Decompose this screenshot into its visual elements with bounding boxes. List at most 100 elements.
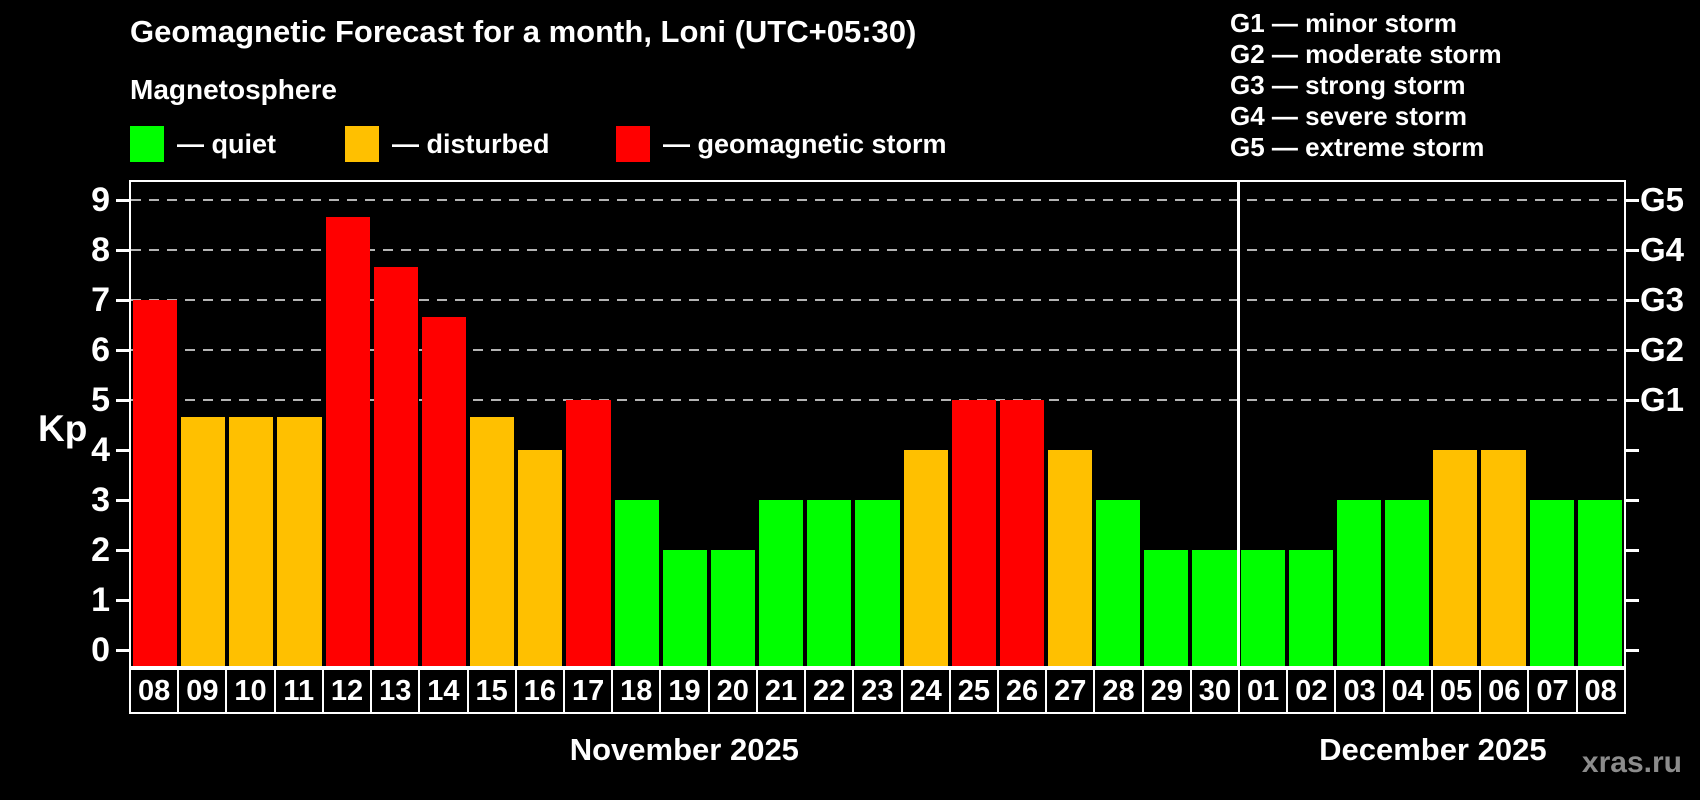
disturbed-color-swatch-icon bbox=[345, 126, 379, 162]
day-label: 03 bbox=[1334, 668, 1385, 714]
right-axis-label-g5: G5 bbox=[1640, 181, 1685, 218]
y-axis-tick-label: 3 bbox=[91, 481, 110, 519]
kp-bar-day-21 bbox=[759, 500, 804, 666]
kp-bar-day-19 bbox=[662, 550, 707, 666]
bar-slot bbox=[1046, 182, 1094, 666]
day-label: 04 bbox=[1382, 668, 1433, 714]
g-scale-legend: G1 — minor storm G2 — moderate storm G3 — … bbox=[1230, 8, 1502, 163]
bar-slot bbox=[950, 182, 998, 666]
day-label: 28 bbox=[1093, 668, 1144, 714]
bar-slot bbox=[613, 182, 661, 666]
right-axis-label-g3: G3 bbox=[1640, 281, 1685, 318]
gridline-kp-8 bbox=[131, 249, 1624, 251]
month-label: December 2025 bbox=[1319, 732, 1547, 767]
day-label: 21 bbox=[755, 668, 807, 714]
day-label: 18 bbox=[611, 668, 662, 714]
legend-label-disturbed: — disturbed bbox=[392, 128, 550, 159]
day-label: 27 bbox=[1045, 668, 1096, 714]
right-axis-tick bbox=[1626, 198, 1639, 202]
gridline-kp-7 bbox=[131, 299, 1624, 301]
bar-slot bbox=[1383, 182, 1431, 666]
right-axis-label-g1: G1 bbox=[1640, 381, 1685, 418]
left-axis-tick bbox=[116, 598, 129, 602]
day-label: 11 bbox=[273, 668, 324, 714]
y-axis-tick-label: 2 bbox=[91, 531, 110, 569]
left-axis-tick bbox=[116, 648, 129, 652]
bar-slot bbox=[1142, 182, 1190, 666]
bar-slot bbox=[1479, 182, 1527, 666]
kp-bar-day-30 bbox=[1192, 550, 1237, 666]
bar-slot bbox=[275, 182, 323, 666]
day-label: 17 bbox=[562, 668, 614, 714]
quiet-color-swatch-icon bbox=[130, 126, 164, 162]
day-label: 25 bbox=[948, 668, 999, 714]
bar-slot bbox=[1576, 182, 1624, 666]
g-legend-row-4: G4 — severe storm bbox=[1230, 101, 1468, 131]
day-label: 20 bbox=[707, 668, 758, 714]
y-axis-tick-label: 1 bbox=[91, 581, 110, 619]
day-label: 06 bbox=[1479, 668, 1530, 714]
kp-bar-day-20 bbox=[710, 550, 756, 666]
day-label: 15 bbox=[466, 668, 517, 714]
legend-item-quiet: — quiet bbox=[130, 124, 276, 164]
kp-bar-day-07 bbox=[1529, 500, 1574, 666]
kp-bar-day-01 bbox=[1240, 550, 1285, 666]
kp-bar-day-22 bbox=[807, 500, 852, 666]
kp-bar-day-18 bbox=[614, 500, 659, 666]
y-axis-tick-label: 6 bbox=[91, 331, 110, 369]
day-label: 08 bbox=[1575, 668, 1626, 714]
left-axis-tick bbox=[116, 298, 129, 302]
day-label: 16 bbox=[514, 668, 565, 714]
gridline-kp-9 bbox=[131, 199, 1624, 201]
day-label: 01 bbox=[1238, 668, 1289, 714]
bar-slot bbox=[1094, 182, 1142, 666]
bar-slot bbox=[227, 182, 275, 666]
day-label: 12 bbox=[321, 668, 373, 714]
g-legend-row-3: G3 — strong storm bbox=[1230, 70, 1466, 100]
bar-slot bbox=[902, 182, 950, 666]
bar-slot bbox=[805, 182, 853, 666]
bar-slot bbox=[372, 182, 420, 666]
gridline-kp-5 bbox=[131, 399, 1624, 401]
kp-bar-day-02 bbox=[1288, 550, 1333, 666]
right-axis-tick bbox=[1626, 648, 1639, 652]
bar-slot bbox=[564, 182, 612, 666]
right-axis-label-g2: G2 bbox=[1640, 331, 1685, 368]
day-label: 05 bbox=[1430, 668, 1482, 714]
bar-slot bbox=[468, 182, 516, 666]
right-axis-tick bbox=[1626, 248, 1639, 252]
right-axis-tick bbox=[1626, 548, 1639, 552]
day-label: 13 bbox=[370, 668, 421, 714]
kp-bar-day-14 bbox=[421, 316, 467, 666]
day-label: 24 bbox=[900, 668, 951, 714]
day-label: 07 bbox=[1527, 668, 1578, 714]
bar-slot bbox=[1239, 182, 1287, 666]
legend-item-disturbed: — disturbed bbox=[345, 124, 550, 164]
gridline-layer bbox=[131, 182, 1624, 666]
kp-bar-day-28 bbox=[1096, 500, 1141, 666]
y-axis-tick-label: 8 bbox=[91, 231, 110, 269]
kp-bar-day-26 bbox=[999, 400, 1044, 666]
kp-bar-day-08 bbox=[1577, 500, 1622, 666]
bar-slot bbox=[709, 182, 757, 666]
kp-bar-day-03 bbox=[1336, 500, 1382, 666]
left-axis-tick bbox=[116, 498, 129, 502]
g-legend-row-2: G2 — moderate storm bbox=[1230, 39, 1502, 69]
y-axis-label: Kp bbox=[38, 408, 88, 449]
right-axis-tick bbox=[1626, 348, 1639, 352]
right-axis-tick bbox=[1626, 598, 1639, 602]
kp-bar-day-16 bbox=[518, 450, 563, 666]
bar-slot bbox=[420, 182, 468, 666]
kp-bar-day-04 bbox=[1385, 500, 1430, 666]
bar-slot bbox=[661, 182, 709, 666]
bar-slot bbox=[179, 182, 227, 666]
bar-slot bbox=[324, 182, 372, 666]
kp-bar-day-05 bbox=[1433, 450, 1478, 666]
chart-subtitle: Magnetosphere bbox=[130, 74, 337, 105]
bar-slot bbox=[131, 182, 179, 666]
day-label: 10 bbox=[225, 668, 276, 714]
kp-bar-day-17 bbox=[566, 400, 611, 666]
bar-slot bbox=[1287, 182, 1335, 666]
day-label: 22 bbox=[804, 668, 855, 714]
kp-bar-day-27 bbox=[1047, 450, 1093, 666]
